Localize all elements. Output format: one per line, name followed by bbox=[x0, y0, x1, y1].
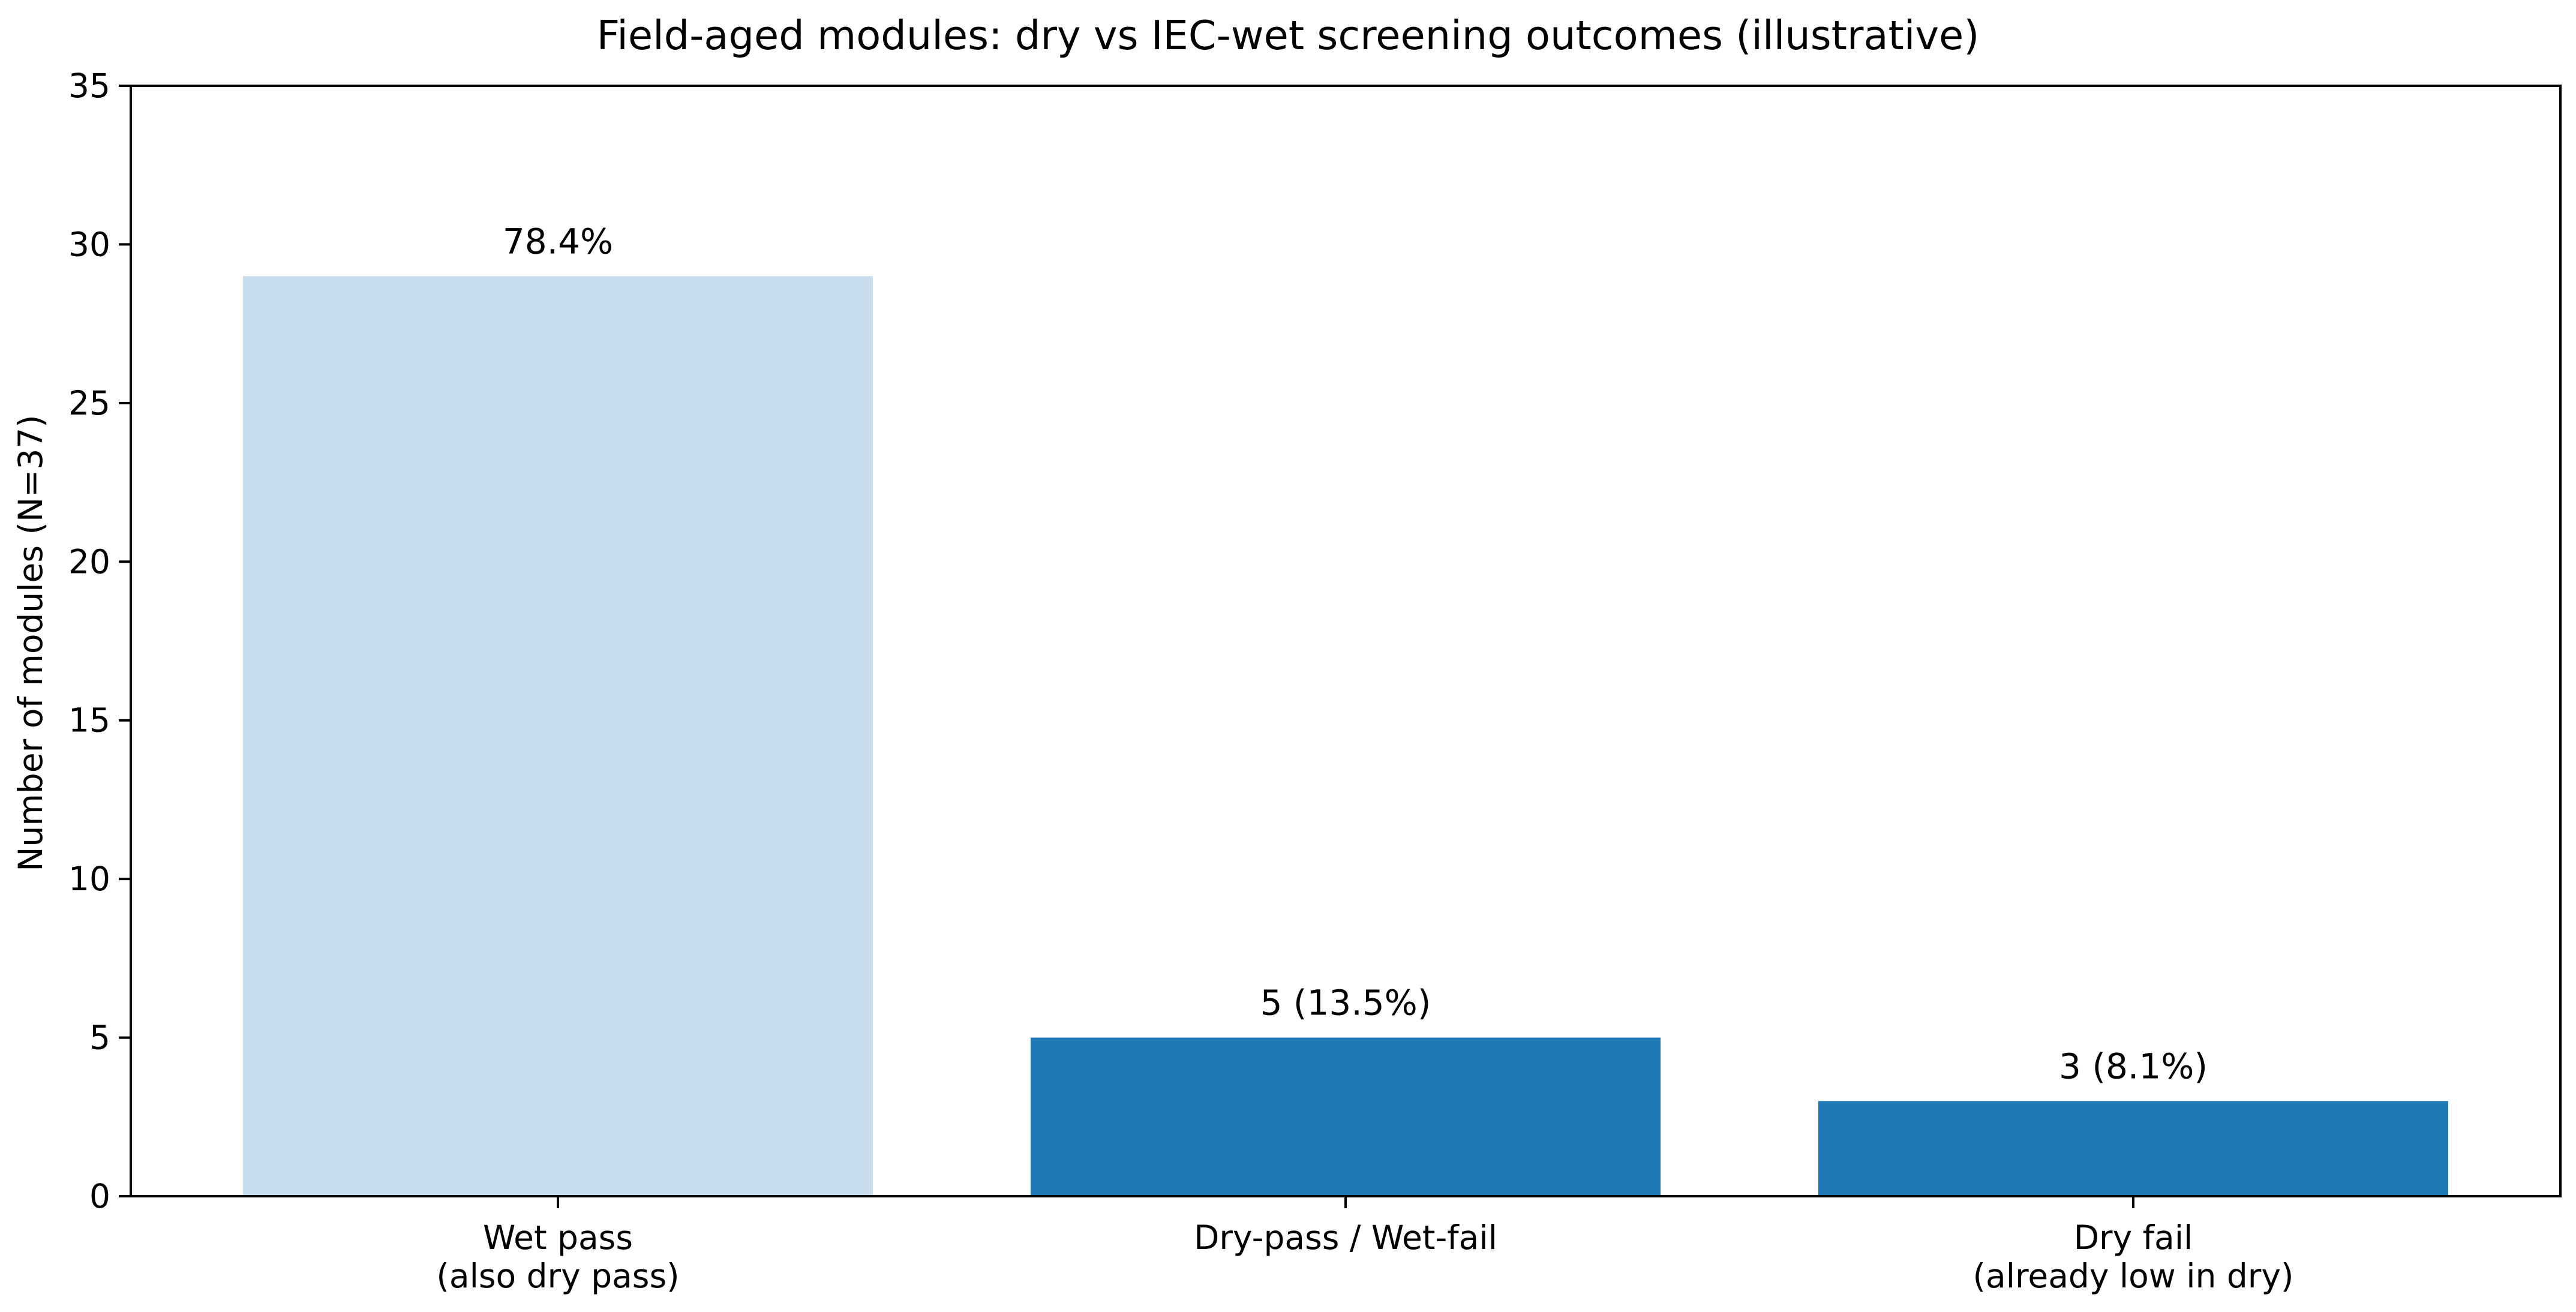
bars-group bbox=[243, 276, 2448, 1196]
x-axis-ticks: Wet pass(also dry pass) Dry-pass / Wet-fa… bbox=[436, 1196, 2293, 1295]
x-tick-label: Wet pass bbox=[483, 1218, 633, 1257]
data-labels-group: 78.4% 5 (13.5%) 3 (8.1%) bbox=[503, 221, 2208, 1086]
chart-title: Field-aged modules: dry vs IEC-wet scree… bbox=[597, 12, 1980, 59]
y-tick-label: 0 bbox=[89, 1177, 110, 1215]
plot-frame bbox=[130, 85, 2562, 1197]
x-tick-label: Dry-pass / Wet-fail bbox=[1194, 1218, 1497, 1257]
bar bbox=[1031, 1037, 1661, 1196]
y-tick-label: 5 bbox=[89, 1019, 110, 1057]
x-tick-label: (also dry pass) bbox=[436, 1257, 679, 1295]
bar bbox=[1818, 1101, 2448, 1196]
y-axis-ticks: 0 5 10 15 20 25 30 35 bbox=[68, 67, 131, 1215]
y-tick-label: 35 bbox=[68, 67, 110, 105]
x-tick-label: Dry fail bbox=[2074, 1218, 2193, 1257]
bar-value-label: 5 (13.5%) bbox=[1260, 983, 1431, 1023]
y-axis-label: Number of modules (N=37) bbox=[11, 415, 50, 871]
bar bbox=[243, 276, 873, 1196]
x-tick-label: (already low in dry) bbox=[1973, 1257, 2294, 1295]
bar-value-label: 3 (8.1%) bbox=[2059, 1046, 2208, 1086]
y-tick-label: 15 bbox=[68, 701, 110, 740]
bar-value-label: 78.4% bbox=[503, 221, 613, 262]
y-tick-label: 30 bbox=[68, 225, 110, 263]
y-tick-label: 10 bbox=[68, 860, 110, 898]
y-tick-label: 25 bbox=[68, 384, 110, 422]
y-tick-label: 20 bbox=[68, 542, 110, 581]
